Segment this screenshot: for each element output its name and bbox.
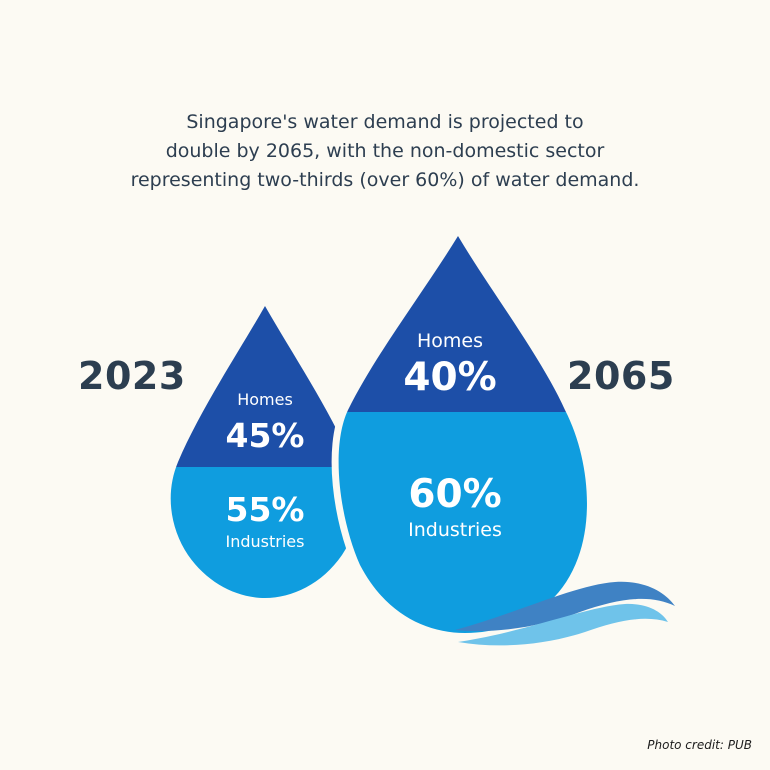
wave-decoration — [455, 581, 675, 646]
drop-2023-industries-value: 55% — [225, 490, 305, 529]
drop-2065-homes-label: Homes — [416, 330, 483, 352]
caption-line-2: double by 2065, with the non-domestic se… — [165, 140, 605, 162]
drop-2023-homes-label: Homes — [237, 390, 293, 409]
drop-2065-homes-value: 40% — [403, 355, 497, 400]
drop-2065-industries-label: Industries — [408, 519, 502, 541]
caption-line-1: Singapore's water demand is projected to — [186, 111, 584, 133]
drop-2023-industries-label: Industries — [225, 532, 305, 551]
caption-line-3: representing two-thirds (over 60%) of wa… — [130, 169, 640, 191]
drop-2023-homes-value: 45% — [225, 416, 305, 455]
year-2065-label: 2065 — [567, 354, 675, 398]
year-2023-label: 2023 — [78, 354, 186, 398]
caption: Singapore's water demand is projected to… — [0, 108, 770, 195]
drop-2065-industries-value: 60% — [408, 472, 502, 517]
photo-credit: Photo credit: PUB — [647, 738, 752, 752]
